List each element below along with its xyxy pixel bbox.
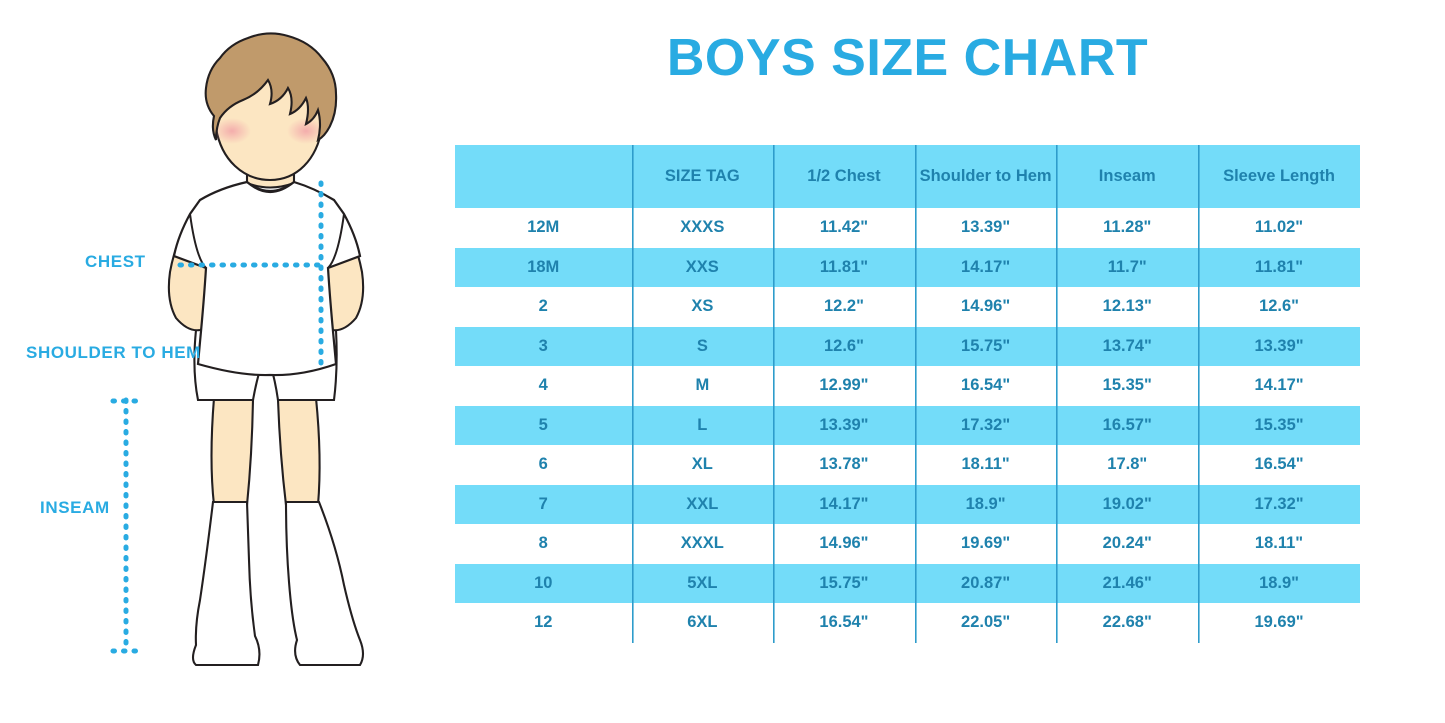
table-row: 7 XXL 14.17" 18.9" 19.02" 17.32" xyxy=(455,484,1360,524)
table-row: 8 XXXL 14.96" 19.69" 20.24" 18.11" xyxy=(455,524,1360,564)
column-header-size xyxy=(455,145,632,208)
cell-size: 5 xyxy=(455,405,632,445)
cell-size: 2 xyxy=(455,287,632,327)
cell-sleeve-length: 13.39" xyxy=(1198,326,1360,366)
cell-inseam: 21.46" xyxy=(1056,563,1199,603)
cell-shoulder-hem: 15.75" xyxy=(914,326,1057,366)
table-row: 3 S 12.6" 15.75" 13.74" 13.39" xyxy=(455,326,1360,366)
cell-size: 12 xyxy=(455,603,632,643)
table-row: 12M XXXS 11.42" 13.39" 11.28" 11.02" xyxy=(455,208,1360,248)
cell-sleeve-length: 17.32" xyxy=(1198,484,1360,524)
cell-half-chest: 12.6" xyxy=(773,326,915,366)
cell-inseam: 20.24" xyxy=(1056,524,1199,564)
cell-sleeve-length: 15.35" xyxy=(1198,405,1360,445)
cell-inseam: 15.35" xyxy=(1056,366,1199,406)
cell-size-tag: XXXL xyxy=(631,524,774,564)
cell-sleeve-length: 12.6" xyxy=(1198,287,1360,327)
cell-size: 10 xyxy=(455,563,632,603)
cell-shoulder-hem: 14.17" xyxy=(914,247,1057,287)
cell-size-tag: S xyxy=(631,326,774,366)
cell-half-chest: 11.81" xyxy=(773,247,915,287)
cell-inseam: 11.28" xyxy=(1056,208,1199,248)
column-header-inseam: Inseam xyxy=(1056,145,1199,208)
cell-size: 4 xyxy=(455,366,632,406)
column-header-sleeve-length: Sleeve Length xyxy=(1198,145,1360,208)
cell-half-chest: 12.2" xyxy=(773,287,915,327)
cell-inseam: 11.7" xyxy=(1056,247,1199,287)
cell-shoulder-hem: 17.32" xyxy=(914,405,1057,445)
cell-size-tag: M xyxy=(631,366,774,406)
cell-half-chest: 13.39" xyxy=(773,405,915,445)
inseam-dotted-line xyxy=(110,397,145,655)
cell-sleeve-length: 19.69" xyxy=(1198,603,1360,643)
table-row: 10 5XL 15.75" 20.87" 21.46" 18.9" xyxy=(455,563,1360,603)
column-header-shoulder-hem: Shoulder to Hem xyxy=(914,145,1057,208)
cell-size-tag: XL xyxy=(631,445,774,485)
table-row: 2 XS 12.2" 14.96" 12.13" 12.6" xyxy=(455,287,1360,327)
cell-size: 3 xyxy=(455,326,632,366)
cell-half-chest: 15.75" xyxy=(773,563,915,603)
cell-inseam: 17.8" xyxy=(1056,445,1199,485)
column-header-size-tag: SIZE TAG xyxy=(631,145,774,208)
cell-inseam: 16.57" xyxy=(1056,405,1199,445)
cell-shoulder-hem: 16.54" xyxy=(914,366,1057,406)
cell-size-tag: 6XL xyxy=(631,603,774,643)
cell-inseam: 12.13" xyxy=(1056,287,1199,327)
cell-inseam: 13.74" xyxy=(1056,326,1199,366)
cell-shoulder-hem: 14.96" xyxy=(914,287,1057,327)
boy-illustration xyxy=(0,0,440,723)
cell-shoulder-hem: 13.39" xyxy=(914,208,1057,248)
cell-shoulder-hem: 18.11" xyxy=(914,445,1057,485)
table-row: 12 6XL 16.54" 22.05" 22.68" 19.69" xyxy=(455,603,1360,643)
cell-size: 18M xyxy=(455,247,632,287)
boy-figure-icon xyxy=(167,32,365,667)
cell-shoulder-hem: 19.69" xyxy=(914,524,1057,564)
cell-half-chest: 13.78" xyxy=(773,445,915,485)
table-row: 5 L 13.39" 17.32" 16.57" 15.35" xyxy=(455,405,1360,445)
table-row: 18M XXS 11.81" 14.17" 11.7" 11.81" xyxy=(455,247,1360,287)
cell-half-chest: 12.99" xyxy=(773,366,915,406)
cell-size-tag: XXS xyxy=(631,247,774,287)
table-row: 6 XL 13.78" 18.11" 17.8" 16.54" xyxy=(455,445,1360,485)
shoulder-to-hem-label: SHOULDER TO HEM xyxy=(26,343,201,362)
cell-half-chest: 16.54" xyxy=(773,603,915,643)
cell-size: 12M xyxy=(455,208,632,248)
cell-half-chest: 14.96" xyxy=(773,524,915,564)
cell-sleeve-length: 14.17" xyxy=(1198,366,1360,406)
cell-size-tag: XXL xyxy=(631,484,774,524)
cell-size: 7 xyxy=(455,484,632,524)
cell-sleeve-length: 18.11" xyxy=(1198,524,1360,564)
inseam-label: INSEAM xyxy=(40,498,110,517)
cell-half-chest: 14.17" xyxy=(773,484,915,524)
table-header-row: SIZE TAG 1/2 Chest Shoulder to Hem Insea… xyxy=(455,145,1360,208)
cell-inseam: 19.02" xyxy=(1056,484,1199,524)
cell-sleeve-length: 16.54" xyxy=(1198,445,1360,485)
chest-label: CHEST xyxy=(85,252,146,271)
cell-half-chest: 11.42" xyxy=(773,208,915,248)
cell-sleeve-length: 11.81" xyxy=(1198,247,1360,287)
cell-size: 8 xyxy=(455,524,632,564)
cell-inseam: 22.68" xyxy=(1056,603,1199,643)
cell-shoulder-hem: 22.05" xyxy=(914,603,1057,643)
cell-size-tag: 5XL xyxy=(631,563,774,603)
table-row: 4 M 12.99" 16.54" 15.35" 14.17" xyxy=(455,366,1360,406)
cell-size-tag: XS xyxy=(631,287,774,327)
cell-size-tag: XXXS xyxy=(631,208,774,248)
cell-shoulder-hem: 18.9" xyxy=(914,484,1057,524)
cell-size-tag: L xyxy=(631,405,774,445)
size-chart-table: SIZE TAG 1/2 Chest Shoulder to Hem Insea… xyxy=(455,145,1360,643)
cell-sleeve-length: 11.02" xyxy=(1198,208,1360,248)
cell-shoulder-hem: 20.87" xyxy=(914,563,1057,603)
page-title: BOYS SIZE CHART xyxy=(666,29,1149,87)
cell-sleeve-length: 18.9" xyxy=(1198,563,1360,603)
cell-size: 6 xyxy=(455,445,632,485)
column-header-half-chest: 1/2 Chest xyxy=(773,145,915,208)
